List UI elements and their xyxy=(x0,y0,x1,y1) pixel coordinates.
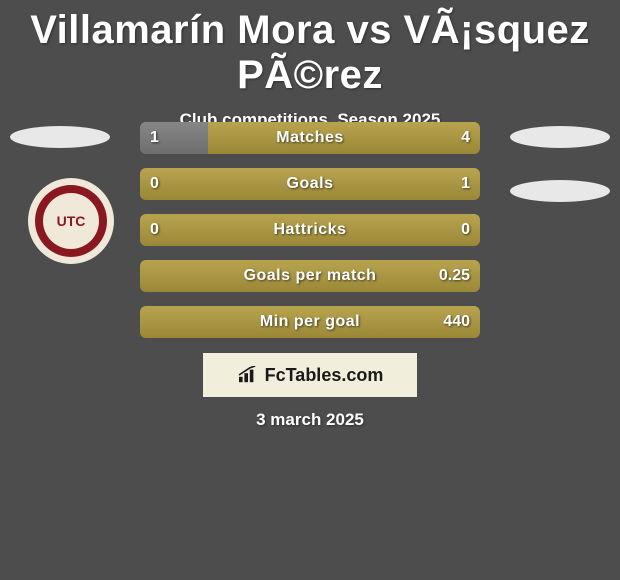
club-badge: UTC xyxy=(28,178,114,264)
stats-bars-container: 1Matches40Goals10Hattricks0Goals per mat… xyxy=(140,122,480,352)
stat-label: Matches xyxy=(140,122,480,154)
date-line: 3 march 2025 xyxy=(0,410,620,430)
footer-brand-banner[interactable]: FcTables.com xyxy=(202,352,418,398)
stat-right-value: 0.25 xyxy=(439,260,470,292)
footer-brand-text: FcTables.com xyxy=(265,365,384,386)
logo-placeholder-right-2 xyxy=(510,180,610,202)
stat-right-value: 0 xyxy=(461,214,470,246)
stat-bar: 0Hattricks0 xyxy=(140,214,480,246)
bar-chart-icon xyxy=(237,366,259,384)
club-badge-text: UTC xyxy=(43,193,99,249)
stat-bar: 0Goals1 xyxy=(140,168,480,200)
logo-placeholder-left xyxy=(10,126,110,148)
stat-label: Goals xyxy=(140,168,480,200)
page-title: Villamarín Mora vs VÃ¡squez PÃ©rez xyxy=(0,0,620,98)
stat-right-value: 1 xyxy=(461,168,470,200)
stat-right-value: 440 xyxy=(443,306,470,338)
stat-bar: 1Matches4 xyxy=(140,122,480,154)
stat-label: Goals per match xyxy=(140,260,480,292)
stat-label: Hattricks xyxy=(140,214,480,246)
stat-bar: Min per goal440 xyxy=(140,306,480,338)
logo-placeholder-right-1 xyxy=(510,126,610,148)
stat-label: Min per goal xyxy=(140,306,480,338)
stat-right-value: 4 xyxy=(461,122,470,154)
stat-bar: Goals per match0.25 xyxy=(140,260,480,292)
